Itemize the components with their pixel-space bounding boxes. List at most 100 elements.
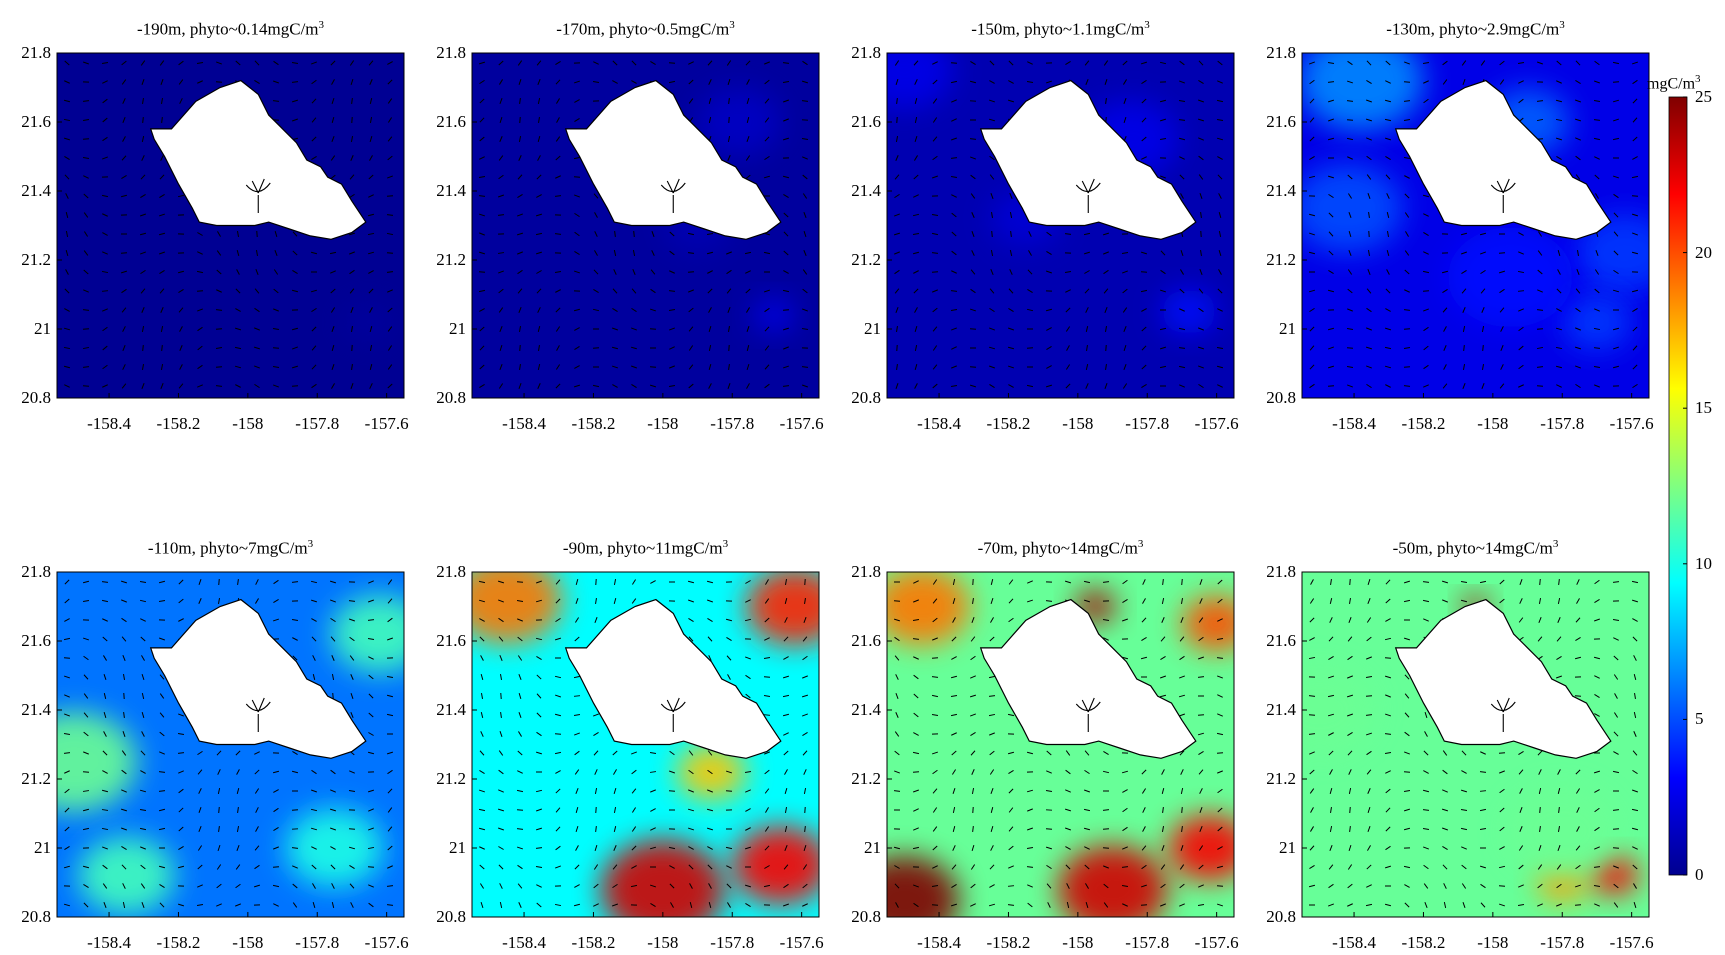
- velocity-arrow: [1557, 597, 1561, 605]
- velocity-arrow: [1480, 251, 1486, 255]
- velocity-arrow: [1422, 270, 1430, 274]
- velocity-arrow: [236, 845, 240, 851]
- velocity-arrow: [989, 174, 995, 180]
- velocity-arrow: [1308, 733, 1316, 735]
- velocity-arrow: [331, 383, 335, 389]
- velocity-arrow: [727, 78, 731, 86]
- velocity-arrow: [1574, 884, 1582, 888]
- velocity-arrow: [1328, 864, 1334, 870]
- velocity-arrow: [216, 250, 222, 256]
- velocity-arrow: [535, 599, 543, 603]
- velocity-arrow: [1576, 807, 1580, 813]
- velocity-arrow: [351, 325, 353, 333]
- velocity-arrow: [1121, 252, 1129, 254]
- velocity-arrow: [1499, 288, 1505, 294]
- velocity-arrow: [611, 365, 619, 369]
- velocity-arrow: [291, 770, 299, 774]
- velocity-arrow: [728, 325, 730, 333]
- velocity-arrow: [1613, 751, 1619, 755]
- y-tick-label: 21.8: [1266, 562, 1296, 581]
- velocity-arrow: [1198, 365, 1204, 369]
- velocity-arrow: [1328, 250, 1334, 256]
- velocity-arrow: [1461, 864, 1467, 870]
- velocity-arrow: [1085, 901, 1089, 909]
- velocity-arrow: [331, 97, 335, 105]
- velocity-arrow: [1065, 61, 1071, 65]
- velocity-arrow: [159, 269, 165, 275]
- velocity-arrow: [1500, 364, 1504, 370]
- velocity-arrow: [1612, 365, 1620, 369]
- velocity-arrow: [387, 865, 393, 869]
- velocity-arrow: [688, 326, 694, 332]
- panel-3: [886, 52, 1235, 399]
- velocity-arrow: [83, 250, 89, 256]
- velocity-arrow: [1141, 98, 1147, 104]
- velocity-arrow: [593, 864, 599, 870]
- velocity-arrow: [1499, 807, 1505, 813]
- velocity-arrow: [668, 384, 676, 388]
- y-tick-label: 21: [1279, 838, 1296, 857]
- velocity-arrow: [387, 788, 393, 794]
- panel-title: -170m, phyto~0.5mgC/m3: [556, 19, 735, 40]
- velocity-arrow: [64, 713, 70, 717]
- velocity-arrow: [535, 847, 543, 849]
- velocity-arrow: [479, 846, 485, 850]
- velocity-arrow: [782, 137, 790, 141]
- velocity-arrow: [1178, 99, 1186, 103]
- velocity-arrow: [989, 155, 995, 161]
- velocity-arrow: [123, 673, 125, 681]
- panel-2: [471, 52, 820, 399]
- velocity-arrow: [387, 155, 393, 161]
- velocity-arrow: [215, 347, 223, 349]
- velocity-arrow: [237, 578, 239, 586]
- velocity-arrow: [708, 325, 712, 333]
- velocity-arrow: [1538, 769, 1542, 775]
- velocity-arrow: [745, 656, 751, 660]
- velocity-arrow: [178, 807, 184, 813]
- velocity-arrow: [971, 250, 975, 256]
- velocity-arrow: [1141, 156, 1147, 160]
- velocity-arrow: [990, 825, 994, 833]
- velocity-arrow: [1103, 751, 1109, 755]
- velocity-arrow: [273, 846, 279, 850]
- velocity-arrow: [368, 60, 374, 66]
- velocity-arrow: [536, 656, 542, 660]
- velocity-arrow: [951, 118, 957, 122]
- velocity-arrow: [970, 655, 976, 661]
- velocity-arrow: [330, 769, 336, 775]
- velocity-arrow: [1102, 619, 1110, 621]
- velocity-arrow: [989, 769, 995, 775]
- velocity-arrow: [745, 174, 751, 180]
- velocity-arrow: [196, 903, 204, 907]
- velocity-arrow: [1575, 365, 1581, 369]
- velocity-arrow: [1161, 787, 1165, 795]
- velocity-arrow: [1576, 598, 1580, 604]
- velocity-arrow: [1632, 345, 1638, 351]
- velocity-arrows: [893, 60, 1224, 389]
- velocity-arrow: [368, 656, 374, 660]
- velocity-arrow: [1329, 617, 1333, 623]
- velocity-arrow: [1027, 269, 1033, 275]
- velocity-arrow: [141, 363, 145, 371]
- velocity-arrow: [1309, 156, 1315, 160]
- velocity-arrow: [140, 60, 146, 66]
- velocity-arrow: [1575, 174, 1581, 180]
- velocity-arrow: [764, 598, 770, 604]
- velocity-arrow: [516, 600, 524, 602]
- velocity-arrow: [971, 212, 975, 218]
- velocity-arrow: [1085, 307, 1089, 313]
- velocity-arrow: [764, 98, 770, 104]
- velocity-arrow: [555, 155, 561, 161]
- velocity-arrow: [688, 617, 694, 623]
- velocity-arrow: [331, 136, 335, 142]
- velocity-arrow: [141, 692, 145, 700]
- velocity-arrow: [1575, 845, 1581, 851]
- velocity-arrow: [894, 251, 900, 255]
- velocity-arrow: [1197, 904, 1205, 906]
- velocity-arrow: [1556, 384, 1562, 388]
- velocity-arrow: [1422, 194, 1430, 198]
- velocity-arrow: [1366, 288, 1372, 294]
- velocity-arrow: [1141, 308, 1147, 312]
- velocity-arrow: [745, 270, 751, 274]
- velocity-arrow: [1575, 617, 1581, 623]
